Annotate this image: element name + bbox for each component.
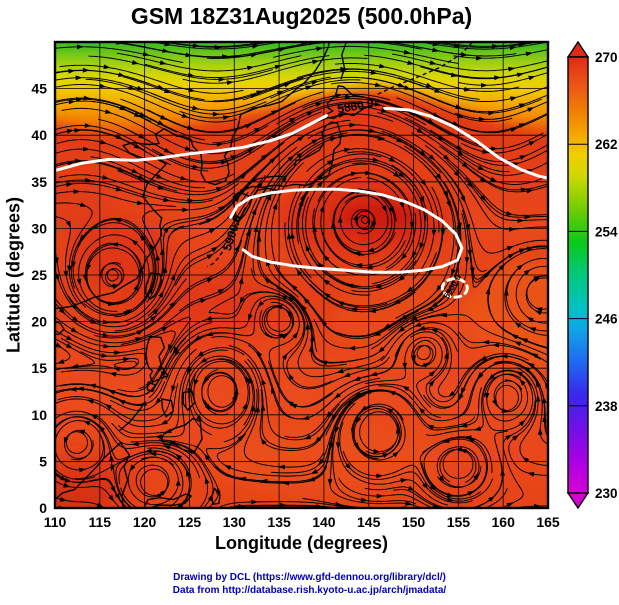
y-tick-labels: 0 5 10 15 20 25 30 35 40 45 [31,81,47,516]
coastline-halmahera [211,487,221,505]
coastline-borneo [55,442,131,508]
coastline-hainan [55,320,65,336]
x-tick-label: 165 [536,514,560,530]
colorbar-tick-label: 262 [595,137,618,152]
y-axis-title: Latitude (degrees) [3,196,24,354]
coastline-mindanao [161,417,203,454]
y-tick-label: 5 [39,453,47,469]
x-tick-label: 110 [44,514,67,530]
y-tick-label: 0 [39,500,47,516]
y-tick-label: 10 [31,407,47,423]
coastline-mindoro [146,381,157,393]
x-axis-title: Longitude (degrees) [214,533,388,553]
x-tick-label: 130 [223,514,247,530]
footer-line-2: Data from http://database.rish.kyoto-u.a… [172,585,447,596]
coastline-luzon [144,335,169,383]
y-tick-label: 15 [31,360,47,376]
x-tick-label: 135 [267,514,291,530]
coastline-kyushu [232,191,253,220]
coastline-samar-leyte [182,390,196,411]
x-tick-label: 115 [89,514,112,530]
coastline-taiwan [144,272,163,300]
wind-streamlines [55,42,548,508]
colorbar-cap-top [566,40,590,58]
coastline-hokkaido [326,85,374,120]
y-tick-label: 40 [31,127,47,143]
coastline-china-korea-russia [55,42,330,310]
x-tick-label: 155 [447,514,471,530]
x-tick-label: 150 [402,514,426,530]
plot-frame [53,40,550,510]
y-tick-label: 30 [31,220,47,236]
contour-5900.0 [440,277,469,299]
colorbar-cap-bottom [566,492,590,510]
contour-5900.0 [229,187,464,274]
x-tick-label: 125 [178,514,202,530]
contour-label: 5880.0 [336,96,375,116]
colorbar-tick-label: 230 [595,486,618,501]
y-tick-label: 25 [31,267,47,283]
coastline-sakhalin [340,42,347,80]
coastline-honshu [242,121,342,191]
x-tick-label: 145 [357,514,381,530]
y-tick-label: 35 [31,174,47,190]
colorbar [567,56,589,494]
coastline-kuril-chain [377,42,474,95]
coastlines [55,42,474,508]
footer-line-1: Drawing by DCL (https://www.gfd-dennou.o… [173,572,446,583]
coastline-negros-panay [161,398,174,418]
footer: Drawing by DCL (https://www.gfd-dennou.o… [0,571,619,597]
cold-air-band [55,42,548,134]
y-tick-label: 20 [31,314,47,330]
colorbar-tick-label: 246 [595,312,618,327]
coastline-palawan [119,403,145,432]
coastline-ryukyu-chain [207,241,233,268]
x-tick-label: 120 [133,514,157,530]
colorbar-tick-label: 254 [595,224,618,239]
chart-title: GSM 18Z31Aug2025 (500.0hPa) [130,3,473,29]
colorbar-tick-label: 270 [595,50,618,65]
x-tick-labels: 110 115 120 125 130 135 140 145 150 155 160 165 [44,514,560,530]
coastline-shikoku [252,187,278,198]
colorbar-tick-label: 238 [595,399,618,414]
x-tick-label: 140 [312,514,336,530]
y-tick-label: 45 [31,81,47,97]
coastline-sulawesi-north [143,493,192,508]
x-tick-label: 160 [492,514,516,530]
contour-5880.0 [55,114,329,173]
contour-5880.0 [383,106,548,180]
